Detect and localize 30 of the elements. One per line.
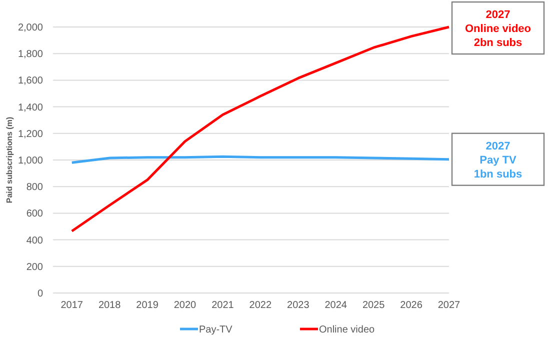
y-tick-label: 600 — [26, 208, 44, 220]
y-tick-label: 0 — [37, 288, 44, 300]
x-tick-label: 2024 — [324, 300, 348, 311]
y-tick-label: 200 — [26, 262, 44, 273]
y-tick-label: 1,200 — [18, 128, 44, 140]
x-tick-label: 2023 — [287, 300, 310, 311]
y-tick-label: 1,400 — [18, 102, 44, 114]
y-axis-title: Paid subscriptions (m) — [4, 116, 14, 204]
line-series — [70, 26, 450, 232]
annotation: 2027 Online video 2bn subs — [464, 9, 532, 49]
x-tick-label: 2018 — [98, 300, 122, 311]
y-tick-label: 2,000 — [18, 22, 44, 34]
x-tick-label: 2027 — [438, 300, 461, 311]
x-tick-label: 2020 — [174, 300, 197, 311]
x-tick-label: 2021 — [212, 300, 234, 311]
legend-label: Online video — [319, 324, 376, 336]
x-tick-label: 2025 — [362, 300, 386, 311]
callout-box: 2027 Online video 2bn subs — [451, 1, 545, 55]
y-tick-label: 1,000 — [18, 156, 44, 166]
y-tick-label: 800 — [26, 182, 44, 194]
y-tick-label: 1,600 — [18, 76, 44, 87]
x-tick-label: 2022 — [249, 300, 272, 311]
legend-label: Pay-TV — [199, 324, 233, 336]
x-tick-label: 2017 — [60, 300, 84, 311]
x-tick-label: 2026 — [400, 300, 423, 311]
y-tick-label: 400 — [26, 235, 44, 246]
y-tick-label: 1,800 — [18, 49, 44, 60]
annotation: 2027 Pay TV 1bn subs — [474, 140, 522, 180]
callout-box: 2027 Pay TV 1bn subs — [451, 132, 545, 186]
x-tick-label: 2019 — [136, 300, 159, 311]
